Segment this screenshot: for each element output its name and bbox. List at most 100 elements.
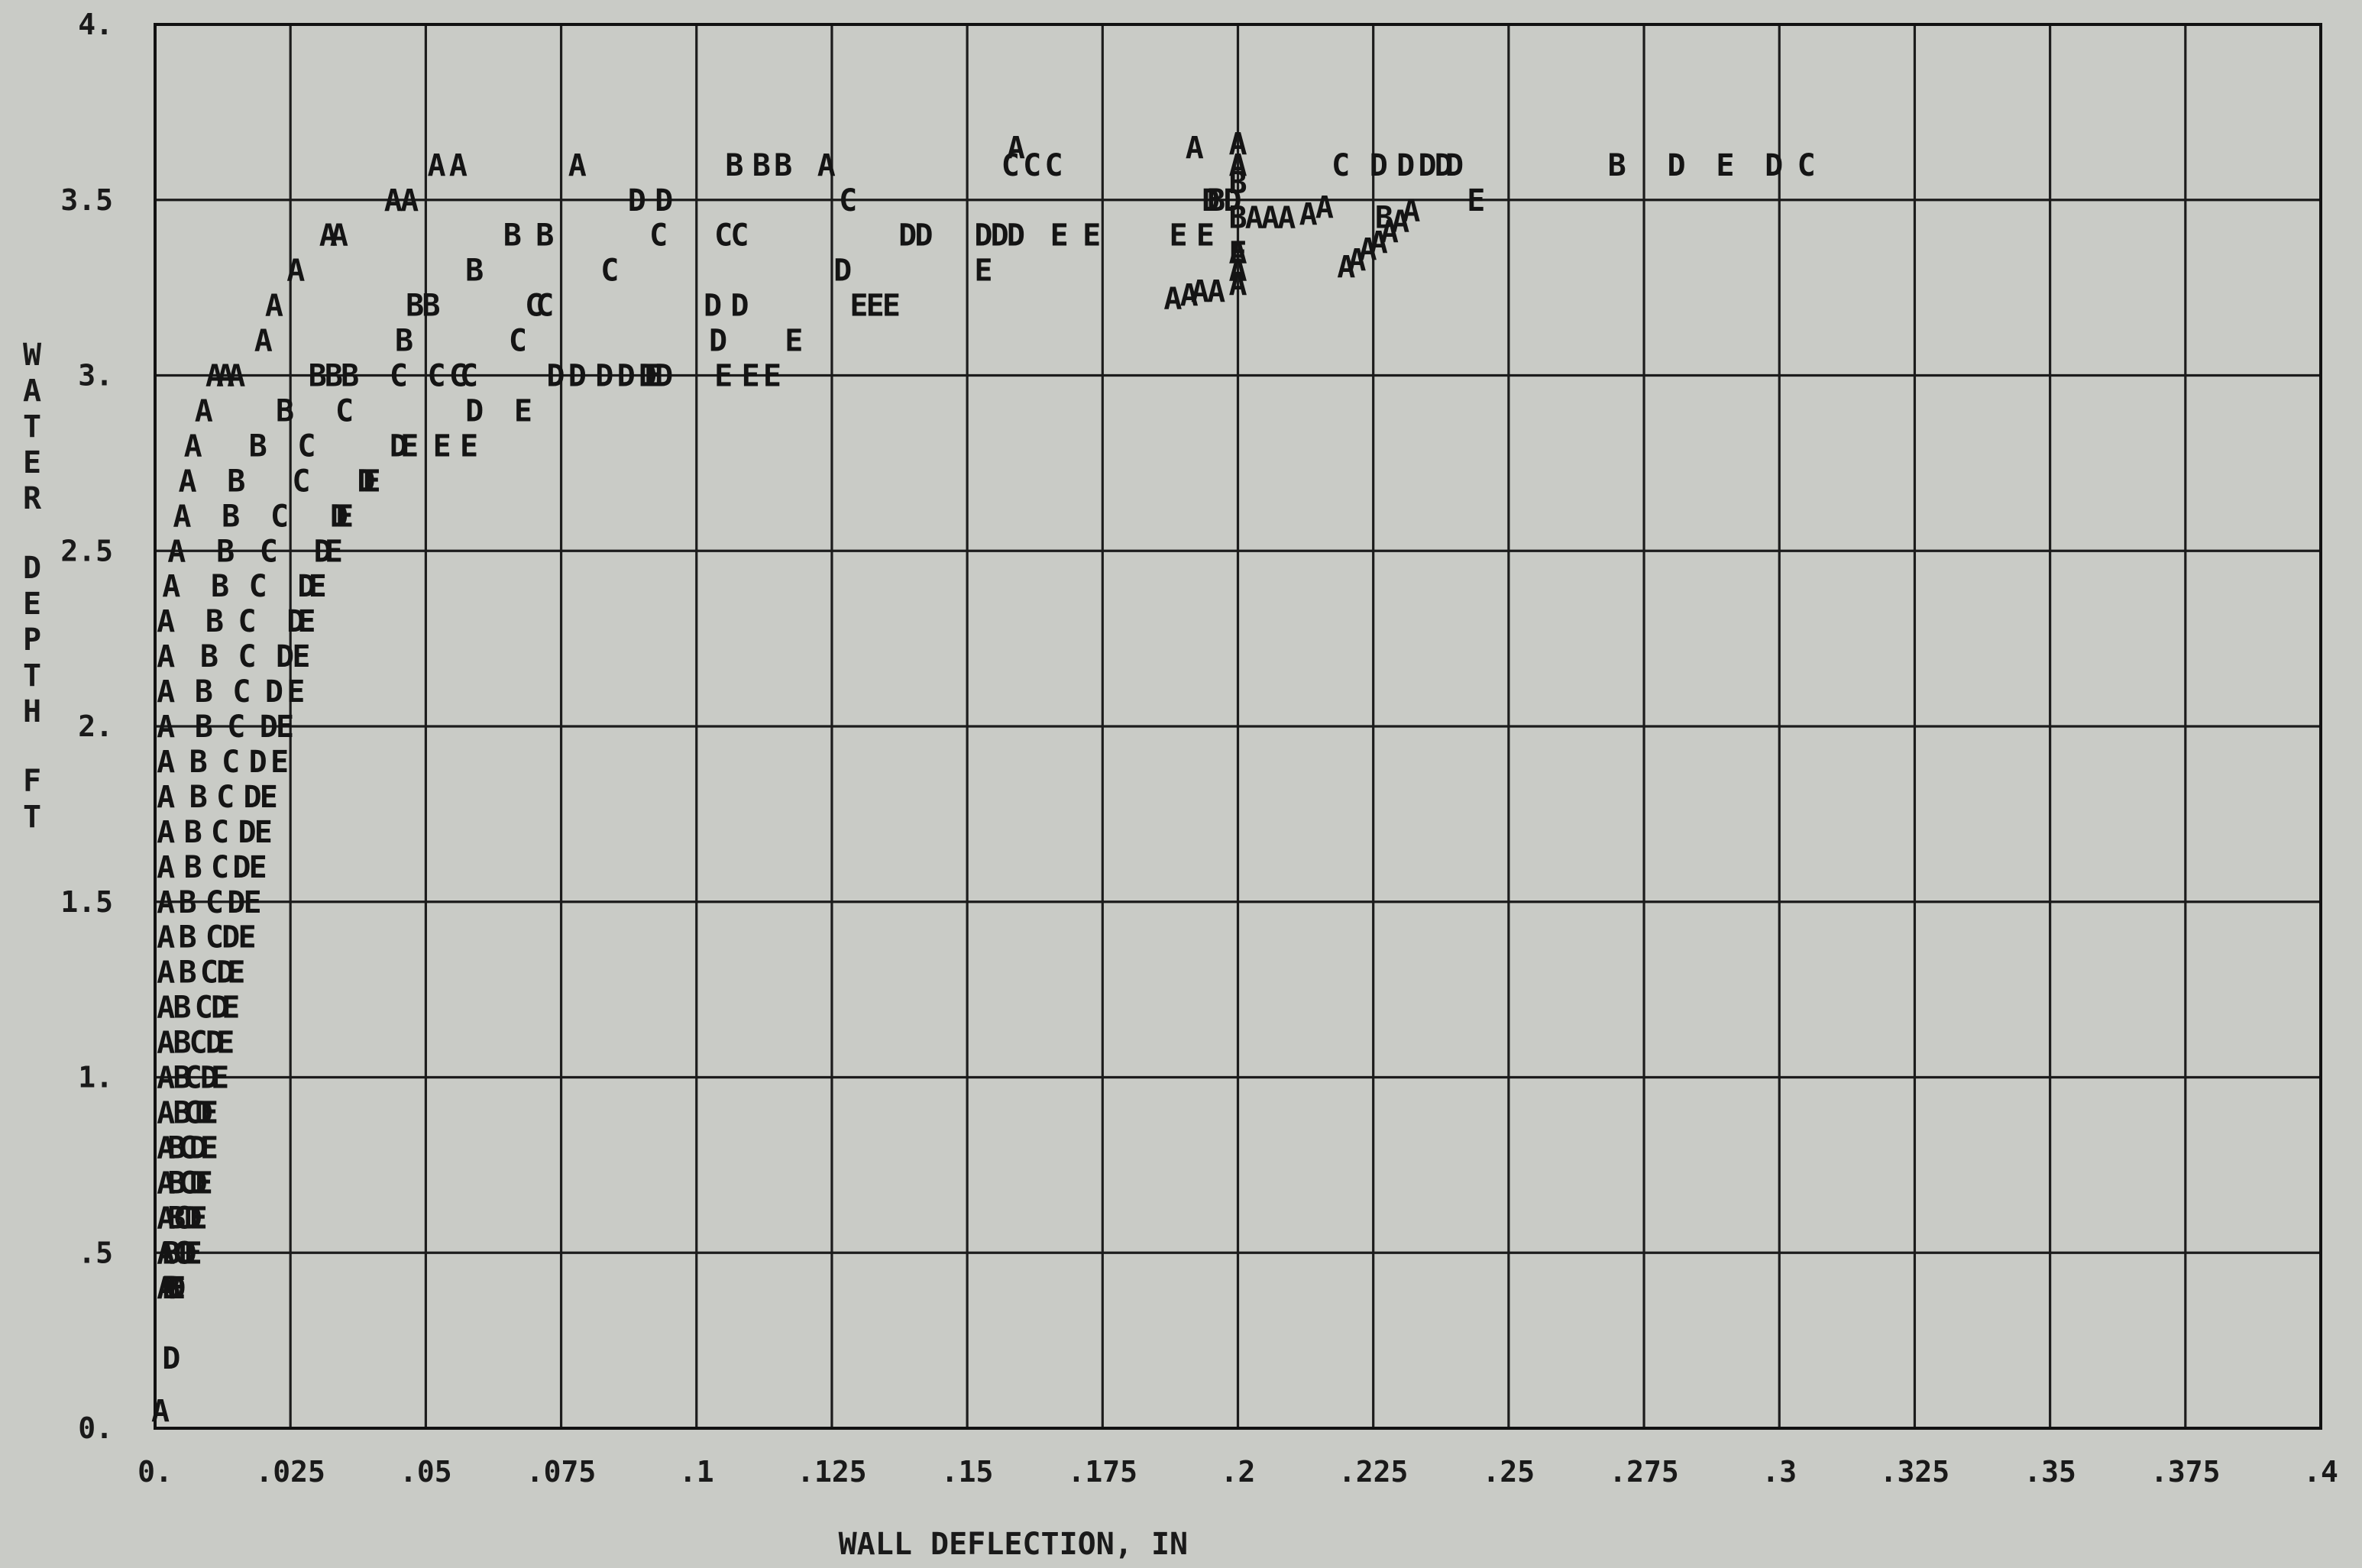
data-point-D: D: [227, 885, 245, 920]
data-point-B: B: [774, 148, 792, 183]
data-point-C: C: [600, 254, 619, 289]
data-point-C: C: [238, 604, 256, 639]
data-point-D: D: [265, 674, 283, 710]
data-point-A: A: [157, 850, 175, 885]
data-point-D: D: [276, 639, 294, 674]
data-point-A: A: [1191, 274, 1209, 309]
data-point-B: B: [178, 885, 196, 920]
data-point-E: E: [460, 428, 478, 464]
data-point-A: A: [400, 183, 419, 218]
data-point-C: C: [205, 885, 224, 920]
data-point-D: D: [195, 1095, 213, 1130]
data-point-D: D: [1435, 148, 1453, 183]
data-point-C: C: [178, 1130, 196, 1165]
data-point-A: A: [254, 324, 273, 359]
data-point-C: C: [222, 745, 240, 780]
y-tick-label: 2.5: [60, 534, 113, 567]
data-point-D: D: [390, 428, 408, 464]
data-point-C: C: [460, 359, 478, 394]
y-axis-title-char: P: [23, 622, 41, 658]
data-point-B: B: [395, 324, 413, 359]
data-point-E: E: [211, 1061, 229, 1096]
data-point-A: A: [157, 1095, 175, 1130]
data-point-C: C: [649, 218, 668, 254]
data-point-D: D: [249, 745, 267, 780]
data-point-E: E: [433, 428, 451, 464]
data-point-A: A: [173, 499, 191, 534]
data-point-A: A: [384, 183, 403, 218]
data-point-A: A: [1207, 274, 1225, 309]
x-tick-label: .1: [679, 1455, 714, 1489]
data-point-A: A: [1359, 232, 1377, 267]
data-point-D: D: [211, 991, 229, 1026]
data-point-B: B: [167, 1165, 186, 1201]
x-tick-label: .225: [1338, 1455, 1409, 1489]
data-point-C: C: [1331, 148, 1350, 183]
data-point-D: D: [222, 920, 240, 955]
data-point-E: E: [400, 428, 419, 464]
data-point-D: D: [232, 850, 251, 885]
data-point-E: E: [292, 639, 310, 674]
data-point-B: B: [422, 289, 440, 324]
data-point-A: A: [1380, 215, 1399, 250]
data-point-E: E: [1050, 218, 1069, 254]
data-point-A: A: [1299, 197, 1318, 232]
data-point-A: A: [157, 1236, 175, 1271]
data-point-E: E: [238, 920, 256, 955]
data-point-C: C: [205, 920, 224, 955]
data-point-B: B: [725, 148, 743, 183]
data-point-D: D: [833, 254, 852, 289]
data-point-C: C: [178, 1165, 196, 1201]
x-tick-labels: 0. .025 .05 .075 .1 .125 .15 .175 .2 .225 .25 .275.…: [138, 1455, 2338, 1489]
data-point-A: A: [1228, 148, 1247, 183]
data-point-C: C: [297, 428, 315, 464]
x-tick-label: .175: [1068, 1455, 1138, 1489]
data-point-B: B: [1608, 148, 1626, 183]
data-point-E: E: [297, 604, 315, 639]
data-point-C: C: [184, 1095, 202, 1130]
data-point-E: E: [260, 780, 278, 815]
data-point-E: E: [644, 359, 662, 394]
data-point-A: A: [195, 393, 213, 428]
data-point-A: A: [157, 1026, 175, 1061]
data-point-D: D: [244, 780, 262, 815]
data-point-C: C: [525, 289, 543, 324]
data-point-C: C: [211, 815, 229, 850]
data-point-C: C: [535, 289, 554, 324]
x-tick-label: .05: [400, 1455, 452, 1489]
data-point-D: D: [898, 218, 917, 254]
y-axis-title-char: T: [23, 409, 41, 445]
data-point-A: A: [817, 148, 836, 183]
data-point-D: D: [617, 359, 636, 394]
data-point-A: A: [157, 885, 175, 920]
x-tick-label: .4: [2303, 1455, 2338, 1489]
data-point-D: D: [189, 1130, 208, 1165]
data-point-A: A: [157, 780, 175, 815]
data-point-D: D: [286, 604, 305, 639]
data-point-C: C: [335, 393, 354, 428]
data-point-C: C: [232, 674, 251, 710]
data-point-E: E: [866, 289, 885, 324]
data-point-A: A: [162, 569, 180, 604]
x-tick-label: .15: [941, 1455, 994, 1489]
data-point-E: E: [200, 1130, 218, 1165]
data-point-E: E: [1228, 236, 1247, 271]
y-tick-labels: 0. .5 1. 1.5 2. 2.5 3. 3.5 4.: [60, 8, 113, 1445]
data-point-D: D: [709, 324, 727, 359]
x-axis-title: WALL DEFLECTION, IN: [839, 1527, 1189, 1562]
data-point-B: B: [249, 428, 267, 464]
data-point-E: E: [200, 1095, 218, 1130]
data-point-A: A: [1228, 127, 1247, 162]
data-point-A: A: [157, 920, 175, 955]
data-point-D: D: [628, 183, 646, 218]
data-point-A: A: [319, 218, 338, 254]
y-axis-title-char: H: [23, 694, 41, 729]
data-point-A: A: [157, 674, 175, 710]
data-point-C: C: [714, 218, 733, 254]
data-point-B: B: [535, 218, 554, 254]
data-point-D: D: [260, 710, 278, 745]
x-tick-label: .275: [1609, 1455, 1679, 1489]
data-point-D: D: [914, 218, 933, 254]
data-point-B: B: [276, 393, 294, 428]
